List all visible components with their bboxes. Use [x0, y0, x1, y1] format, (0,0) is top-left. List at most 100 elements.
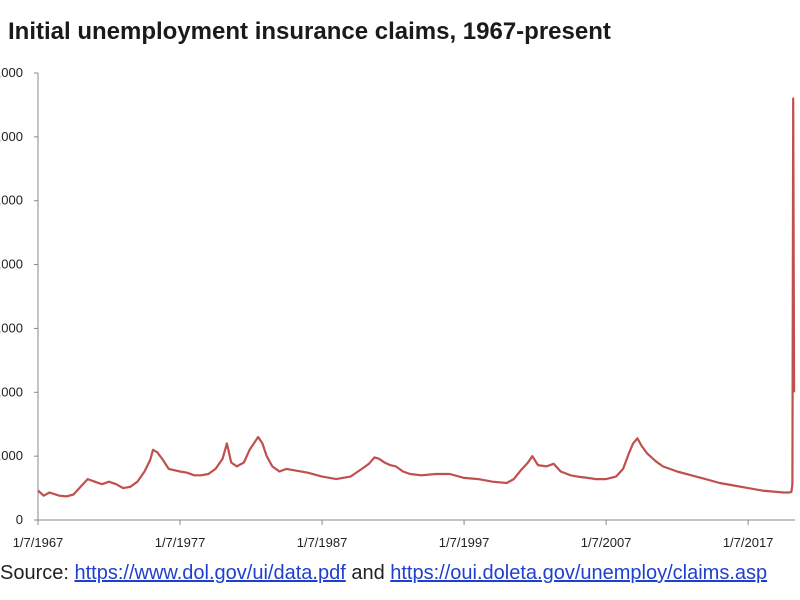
- series-point: [193, 474, 195, 476]
- series-point: [477, 478, 479, 480]
- series-point: [230, 462, 232, 464]
- series-point: [122, 487, 124, 489]
- series-point: [622, 468, 624, 470]
- series-point: [278, 471, 280, 473]
- series-point: [628, 453, 630, 455]
- series-point: [790, 491, 792, 493]
- series-point: [783, 492, 785, 494]
- series-point: [307, 472, 309, 474]
- series-point: [200, 474, 202, 476]
- series-point: [361, 468, 363, 470]
- series-point: [144, 471, 146, 473]
- source-line: Source: https://www.dol.gov/ui/data.pdf …: [0, 562, 800, 585]
- y-tick-label: 500,000: [0, 448, 23, 463]
- series-point: [615, 476, 617, 478]
- series-point: [402, 471, 404, 473]
- series-point: [463, 477, 465, 479]
- series-point: [389, 464, 391, 466]
- series-point: [108, 481, 110, 483]
- series-point: [350, 476, 352, 478]
- series-point: [65, 495, 67, 497]
- series-point: [733, 485, 735, 487]
- series-point: [395, 465, 397, 467]
- series-point: [492, 481, 494, 483]
- series-point: [215, 468, 217, 470]
- x-tick-label: 1/7/1967: [13, 535, 64, 550]
- series-point: [168, 468, 170, 470]
- series-point: [73, 494, 75, 496]
- series-point: [37, 490, 39, 492]
- series-point: [222, 458, 224, 460]
- series-point: [149, 459, 151, 461]
- series-point: [546, 465, 548, 467]
- series-point: [761, 490, 763, 492]
- chart-plot: 0 500,000 1,000,000 1,500,000 2,000,000 2,500…: [0, 65, 796, 550]
- series-point: [537, 464, 539, 466]
- series-point: [207, 473, 209, 475]
- series-point: [368, 463, 370, 465]
- series-point: [129, 486, 131, 488]
- series-point: [48, 492, 50, 494]
- series-point: [87, 478, 89, 480]
- series-point: [173, 469, 175, 471]
- x-tick-label: 1/7/1987: [297, 535, 348, 550]
- source-link-dol-data[interactable]: https://www.dol.gov/ui/data.pdf: [74, 562, 346, 584]
- series-point: [293, 469, 295, 471]
- series-point: [266, 455, 268, 457]
- series-point: [321, 476, 323, 478]
- chart-title: Initial unemployment insurance claims, 1…: [8, 18, 611, 45]
- series-point: [793, 391, 795, 393]
- series-point: [553, 463, 555, 465]
- series-point: [152, 449, 154, 451]
- series-point: [378, 458, 380, 460]
- series-point: [527, 462, 529, 464]
- y-tick-label: 1,500,000: [0, 320, 23, 335]
- series-point: [243, 462, 245, 464]
- series-point: [605, 478, 607, 480]
- y-tick-label: 2,500,000: [0, 193, 23, 208]
- x-axis: 1/7/1967 1/7/1977 1/7/1987 1/7/1997 1/7/2007…: [13, 519, 795, 550]
- series-point: [641, 445, 643, 447]
- series-point: [94, 481, 96, 483]
- series-point: [520, 469, 522, 471]
- series-point: [374, 456, 376, 458]
- series-point: [791, 483, 793, 485]
- y-axis: 0 500,000 1,000,000 1,500,000 2,000,000 2,500…: [0, 65, 39, 527]
- series-point: [719, 482, 721, 484]
- series-point: [632, 442, 634, 444]
- series-point: [792, 98, 794, 100]
- series-point: [513, 478, 515, 480]
- y-tick-label: 1,000,000: [0, 384, 23, 399]
- series-point: [249, 449, 251, 451]
- series-point: [690, 474, 692, 476]
- series-point: [655, 460, 657, 462]
- series-point: [335, 478, 337, 480]
- x-tick-label: 1/7/2007: [581, 535, 632, 550]
- series-point: [261, 442, 263, 444]
- source-joiner: and: [345, 562, 391, 584]
- series-point: [449, 473, 451, 475]
- source-link-oui-claims[interactable]: https://oui.doleta.gov/unemploy/claims.a…: [390, 562, 768, 584]
- series-point: [531, 455, 533, 457]
- series-point: [271, 465, 273, 467]
- series-point: [570, 474, 572, 476]
- series-point: [156, 451, 158, 453]
- series-point: [115, 483, 117, 485]
- series-point: [577, 476, 579, 478]
- series-group: [37, 97, 796, 498]
- series-point: [421, 474, 423, 476]
- series-point: [384, 462, 386, 464]
- series-point: [560, 471, 562, 473]
- series-point: [257, 436, 259, 438]
- series-point: [58, 495, 60, 497]
- series-point: [435, 473, 437, 475]
- y-tick-label: 0: [16, 512, 23, 527]
- series-point: [43, 495, 45, 497]
- x-tick-label: 1/7/1977: [155, 535, 206, 550]
- series-point: [409, 473, 411, 475]
- series-point: [776, 491, 778, 493]
- series-line: [37, 97, 796, 498]
- series-point: [80, 486, 82, 488]
- series-point: [286, 468, 288, 470]
- series-point: [636, 437, 638, 439]
